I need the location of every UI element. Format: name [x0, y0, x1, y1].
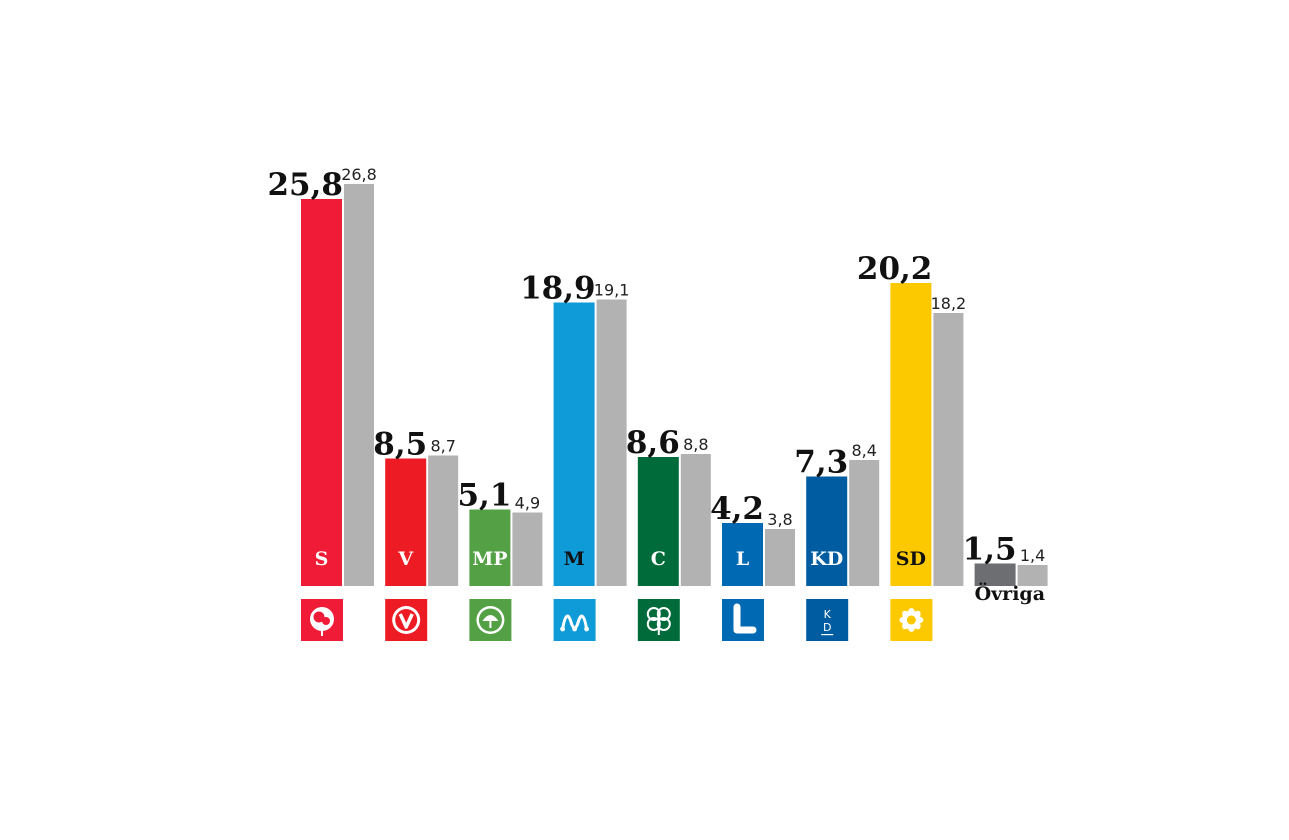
bar-current	[553, 302, 595, 586]
clover-logo-icon	[637, 599, 680, 641]
bar-current	[637, 457, 679, 586]
party-abbreviation: S	[315, 548, 329, 570]
bar-current	[722, 523, 763, 586]
bar-previous	[512, 512, 543, 586]
party-abbreviation: L	[736, 548, 749, 570]
m-logo-icon	[553, 599, 596, 641]
party-logo-bg	[722, 599, 764, 641]
value-label-previous: 4,9	[515, 494, 540, 513]
bar-current	[385, 458, 427, 586]
rose-logo-icon	[301, 599, 343, 641]
value-label-current: 7,3	[794, 445, 848, 481]
bar-previous	[1017, 565, 1048, 586]
value-label-current: 20,2	[857, 251, 933, 287]
bar-previous	[933, 313, 964, 586]
party-group-v: 8,5 8,7 V	[373, 427, 459, 641]
party-group-s: 25,826,8 S	[267, 165, 377, 641]
svg-text:K: K	[824, 608, 832, 621]
value-label-previous: 8,8	[683, 435, 708, 454]
flower-logo-icon	[890, 599, 933, 641]
bar-previous	[428, 455, 459, 586]
value-label-previous: 1,4	[1020, 546, 1045, 565]
bar-previous	[849, 460, 880, 586]
value-label-current: 8,5	[373, 427, 427, 463]
value-label-current: 5,1	[457, 478, 511, 514]
party-group-övriga: 1,5 1,4	[963, 532, 1048, 586]
party-abbreviation: C	[651, 548, 666, 570]
value-label-previous: 8,7	[430, 437, 455, 456]
value-label-previous: 18,2	[931, 294, 967, 313]
bar-previous	[596, 299, 627, 586]
party-group-mp: 5,1 4,9 MP	[457, 478, 543, 641]
party-abbreviation: V	[397, 548, 414, 570]
bar-previous	[765, 529, 795, 586]
party-logo-bg	[553, 599, 596, 641]
value-label-current: 25,8	[267, 167, 343, 203]
value-label-current: 4,2	[710, 491, 764, 527]
bar-previous	[680, 454, 711, 586]
dandelion-logo-icon	[469, 599, 512, 641]
bar-previous	[344, 184, 374, 586]
l-logo-icon	[722, 599, 764, 641]
party-group-l: 4,2 3,8 L	[710, 491, 795, 641]
value-label-previous: 8,4	[851, 441, 876, 460]
v-logo-icon	[385, 599, 428, 641]
party-abbreviation: M	[564, 548, 585, 570]
party-group-sd: 20,2 18,2 SD	[857, 251, 966, 641]
bar-current	[469, 509, 511, 586]
value-label-previous: 3,8	[767, 510, 792, 529]
party-group-c: 8,6 8,8 C	[626, 425, 711, 641]
value-label-current: 18,9	[520, 271, 596, 307]
value-label-current: 8,6	[626, 425, 680, 461]
bar-current	[974, 563, 1016, 586]
value-label-current: 1,5	[963, 532, 1017, 568]
value-label-previous: 19,1	[594, 281, 630, 300]
bar-current	[890, 283, 932, 586]
party-abbreviation: KD	[810, 548, 843, 570]
bar-current	[301, 199, 342, 586]
party-abbreviation: SD	[896, 548, 926, 570]
svg-text:D: D	[823, 621, 831, 634]
party-abbreviation: MP	[472, 548, 507, 570]
bar-current	[806, 476, 848, 586]
party-group-m: 18,919,1 M	[520, 271, 630, 641]
value-label-previous: 26,8	[341, 165, 377, 184]
other-parties-label: Övriga	[975, 582, 1045, 605]
kd-logo-icon: KD	[806, 599, 849, 641]
